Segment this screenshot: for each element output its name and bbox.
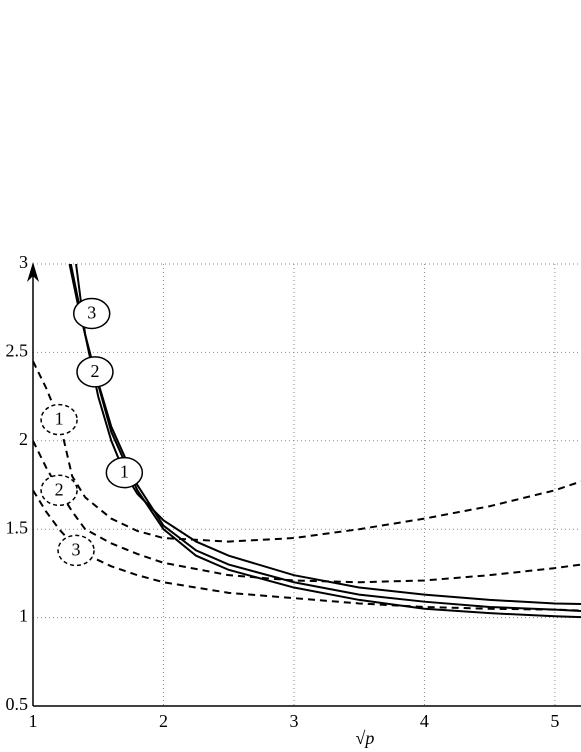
x-tick-label: 3: [289, 711, 298, 731]
line-series: [69, 264, 581, 613]
y-tick-label: 2.5: [6, 341, 29, 361]
series-label: 1: [120, 462, 129, 482]
x-tick-label: 1: [29, 711, 38, 731]
series-label-badge: [72, 297, 111, 330]
x-tick-label: 4: [420, 711, 429, 731]
x-tick-label: 2: [159, 711, 168, 731]
y-tick-label: 3: [19, 252, 28, 272]
y-tick-label: 1.5: [6, 517, 29, 537]
series-label: 3: [72, 540, 81, 560]
series-label: 1: [55, 409, 64, 429]
series-label-badge: [105, 456, 144, 489]
line-series: [75, 264, 581, 605]
y-axis-arrow: [27, 262, 39, 282]
y-tick-label: 2: [19, 429, 28, 449]
series-label: 2: [55, 479, 64, 499]
series-label-badge: [76, 356, 114, 388]
series-label: 2: [90, 361, 99, 381]
line-series: [33, 360, 581, 543]
curves: [33, 264, 581, 619]
y-tick-label: 1: [19, 606, 28, 626]
x-tick-label: 5: [550, 711, 559, 731]
series-label: 3: [87, 303, 96, 323]
line-series: [33, 489, 581, 612]
series-label-badge: [40, 474, 78, 507]
y-tick-label: 0.5: [6, 694, 29, 714]
x-axis-label: √p: [356, 728, 375, 748]
series-label-badge: [40, 403, 78, 436]
series-label-badge: [57, 534, 95, 567]
